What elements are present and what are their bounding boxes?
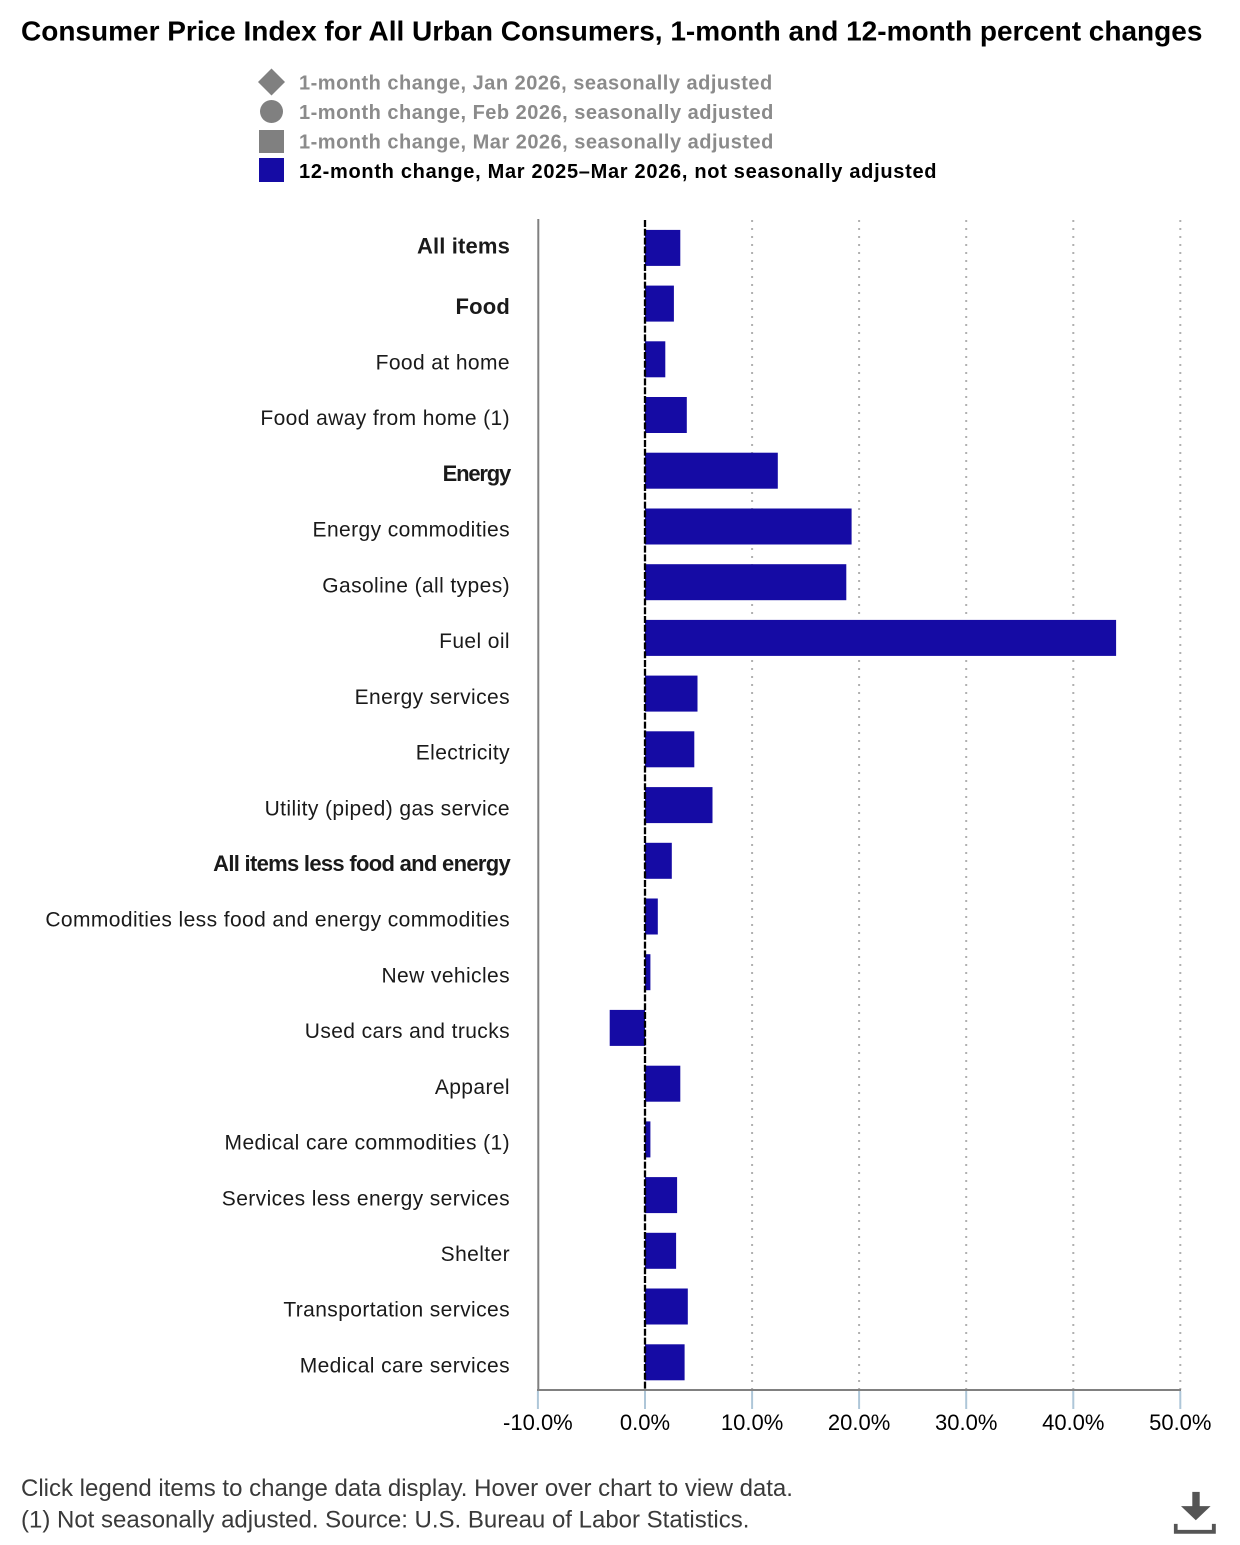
- svg-text:Energy: Energy: [443, 461, 512, 486]
- svg-text:Medical care services: Medical care services: [300, 1355, 510, 1378]
- svg-text:Gasoline (all types): Gasoline (all types): [322, 574, 510, 597]
- svg-text:1-month change, Feb 2026, seas: 1-month change, Feb 2026, seasonally adj…: [299, 102, 774, 124]
- svg-text:Apparel: Apparel: [435, 1076, 510, 1099]
- svg-text:Food away from home (1): Food away from home (1): [260, 407, 510, 430]
- svg-text:30.0%: 30.0%: [935, 1410, 997, 1435]
- svg-text:1-month change, Jan 2026, seas: 1-month change, Jan 2026, seasonally adj…: [299, 73, 773, 95]
- svg-text:Transportation services: Transportation services: [283, 1299, 510, 1322]
- svg-text:Energy services: Energy services: [355, 686, 510, 709]
- svg-text:Utility (piped) gas service: Utility (piped) gas service: [265, 797, 510, 820]
- svg-text:40.0%: 40.0%: [1042, 1410, 1104, 1435]
- svg-text:(1) Not seasonally adjusted. S: (1) Not seasonally adjusted. Source: U.S…: [21, 1507, 749, 1534]
- svg-text:Electricity: Electricity: [416, 742, 510, 765]
- svg-text:Commodities less food and ener: Commodities less food and energy commodi…: [45, 909, 510, 932]
- svg-text:Consumer Price Index for All U: Consumer Price Index for All Urban Consu…: [21, 15, 1202, 46]
- svg-text:0.0%: 0.0%: [620, 1410, 670, 1435]
- svg-text:10.0%: 10.0%: [721, 1410, 783, 1435]
- svg-text:Click legend items to change d: Click legend items to change data displa…: [21, 1475, 793, 1502]
- svg-text:20.0%: 20.0%: [828, 1410, 890, 1435]
- svg-text:50.0%: 50.0%: [1149, 1410, 1211, 1435]
- svg-text:Fuel oil: Fuel oil: [439, 630, 510, 653]
- svg-text:Medical care commodities (1): Medical care commodities (1): [225, 1132, 510, 1155]
- svg-text:Shelter: Shelter: [441, 1243, 510, 1266]
- svg-text:1-month change, Mar 2026, seas: 1-month change, Mar 2026, seasonally adj…: [299, 132, 774, 154]
- svg-text:All items less food and energy: All items less food and energy: [213, 851, 511, 876]
- svg-text:-10.0%: -10.0%: [503, 1410, 573, 1435]
- svg-text:Used cars and trucks: Used cars and trucks: [305, 1020, 510, 1043]
- svg-text:Services less energy services: Services less energy services: [222, 1187, 510, 1210]
- svg-text:Food: Food: [455, 294, 510, 319]
- svg-text:All items: All items: [417, 233, 510, 258]
- svg-text:12-month change, Mar 2025–Mar: 12-month change, Mar 2025–Mar 2026, not …: [299, 161, 937, 183]
- svg-text:Energy commodities: Energy commodities: [313, 519, 510, 542]
- svg-text:Food at home: Food at home: [376, 352, 510, 375]
- svg-text:New vehicles: New vehicles: [381, 964, 510, 987]
